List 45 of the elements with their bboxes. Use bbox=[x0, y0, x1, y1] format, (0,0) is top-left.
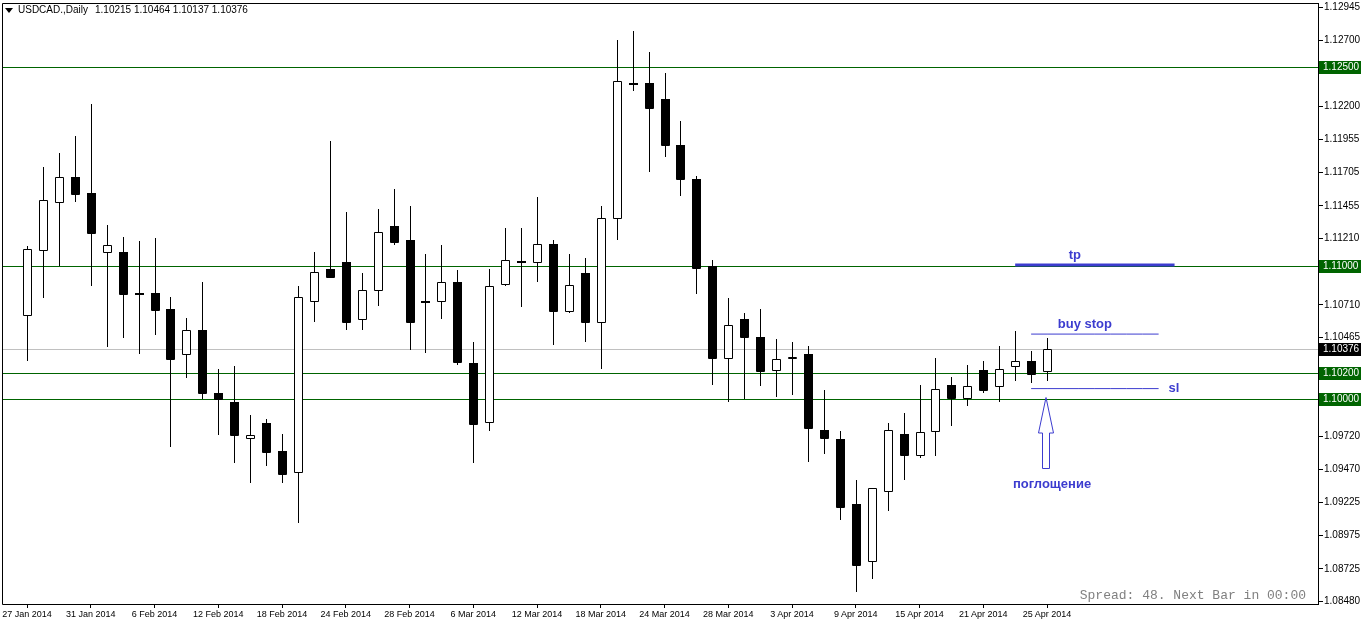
y-tick-label: 1.12200 bbox=[1324, 100, 1361, 112]
series-label: tp bbox=[1068, 247, 1082, 263]
y-tick-label: 1.12945 bbox=[1324, 1, 1361, 13]
x-tick-label: 18 Feb 2014 bbox=[256, 608, 308, 619]
y-tick-label: 1.09720 bbox=[1324, 430, 1361, 442]
x-tick-label: 12 Mar 2014 bbox=[511, 608, 563, 619]
y-tick-label: 1.08480 bbox=[1324, 595, 1361, 607]
x-tick-label: 6 Mar 2014 bbox=[450, 608, 497, 619]
y-tick-label: 1.10465 bbox=[1324, 331, 1361, 343]
x-tick-label: 6 Feb 2014 bbox=[131, 608, 178, 619]
y-tick-label: 1.11705 bbox=[1324, 166, 1360, 178]
y-tick-label: 1.11955 bbox=[1324, 133, 1360, 145]
chart-subtitle: 1.10215 1.10464 1.10137 1.10376 bbox=[95, 3, 249, 15]
y-tick-label: 1.12700 bbox=[1324, 33, 1361, 45]
ref-line-label: 1.10200 bbox=[1323, 367, 1360, 379]
x-tick-label: 31 Jan 2014 bbox=[65, 608, 116, 619]
x-tick-label: 15 Apr 2014 bbox=[895, 608, 944, 619]
ref-line-label: 1.11000 bbox=[1323, 260, 1359, 272]
series-label: sl bbox=[1168, 380, 1180, 396]
y-tick-label: 1.09225 bbox=[1324, 496, 1361, 508]
y-tick-label: 1.11455 bbox=[1324, 199, 1360, 211]
x-tick-label: 24 Mar 2014 bbox=[639, 608, 690, 619]
ref-line-label: 1.12500 bbox=[1323, 61, 1360, 73]
annotation: Spread: 48. Next Bar in 00:00 bbox=[1079, 587, 1306, 603]
x-tick-label: 28 Mar 2014 bbox=[703, 608, 754, 619]
x-tick-label: 9 Apr 2014 bbox=[834, 608, 878, 619]
x-tick-label: 27 Jan 2014 bbox=[2, 608, 52, 619]
series-label: buy stop bbox=[1057, 316, 1112, 332]
y-tick-label: 1.10710 bbox=[1324, 298, 1361, 310]
x-tick-label: 12 Feb 2014 bbox=[192, 608, 244, 619]
x-tick-label: 18 Mar 2014 bbox=[575, 608, 627, 619]
y-tick-label: 1.08975 bbox=[1324, 529, 1361, 541]
x-tick-label: 21 Apr 2014 bbox=[959, 608, 1008, 619]
x-tick-label: 24 Feb 2014 bbox=[320, 608, 372, 619]
y-tick-label: 1.08725 bbox=[1324, 562, 1361, 574]
x-tick-label: 3 Apr 2014 bbox=[770, 608, 814, 619]
ref-line-label: 1.10376 bbox=[1323, 343, 1360, 355]
ref-line-label: 1.10000 bbox=[1323, 393, 1360, 405]
annotation: поглощение bbox=[1012, 475, 1092, 491]
x-tick-label: 25 Apr 2014 bbox=[1022, 608, 1072, 619]
x-tick-label: 28 Feb 2014 bbox=[384, 608, 435, 619]
candlestick bbox=[788, 341, 797, 396]
y-tick-label: 1.09470 bbox=[1324, 463, 1361, 475]
chart-title: USDCAD.,Daily bbox=[18, 3, 89, 15]
y-tick-label: 1.11210 bbox=[1324, 232, 1360, 244]
